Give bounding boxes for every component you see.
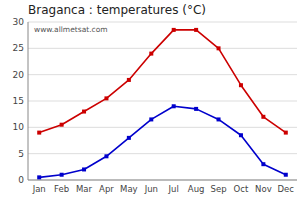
- point-marker: [261, 162, 265, 166]
- point-marker: [217, 46, 221, 50]
- y-tick-label: 20: [13, 70, 25, 80]
- x-tick-label: Mar: [76, 184, 93, 194]
- grid-line: [28, 127, 297, 128]
- point-marker: [149, 117, 153, 121]
- x-tick-label: Apr: [99, 184, 114, 194]
- point-marker: [37, 175, 41, 179]
- y-tick-label: 5: [18, 149, 24, 159]
- y-tick-label: 15: [13, 96, 24, 106]
- point-marker: [172, 104, 176, 108]
- point-marker: [104, 96, 108, 100]
- point-marker: [82, 167, 86, 171]
- y-axis: [28, 22, 29, 180]
- grid-line: [28, 180, 297, 181]
- point-marker: [172, 28, 176, 32]
- point-marker: [239, 133, 243, 137]
- point-marker: [284, 131, 288, 135]
- x-tick-label: Jun: [144, 184, 158, 194]
- x-tick-label: May: [120, 184, 138, 194]
- x-tick-label: Aug: [188, 184, 205, 194]
- y-tick-label: 25: [13, 43, 24, 53]
- x-tick-label: Oct: [234, 184, 249, 194]
- y-tick-label: 30: [13, 17, 25, 27]
- x-axis: [28, 180, 297, 181]
- grid-line: [28, 22, 297, 23]
- grid-line: [28, 153, 297, 154]
- grid-line: [28, 101, 297, 102]
- point-marker: [82, 110, 86, 114]
- x-tick-label: Nov: [255, 184, 272, 194]
- y-tick-label: 10: [13, 122, 25, 132]
- point-marker: [261, 115, 265, 119]
- plot-area: [37, 28, 288, 179]
- x-tick-label: Sep: [211, 184, 227, 194]
- watermark: www.allmetsat.com: [34, 25, 108, 34]
- x-tick-label: Jul: [168, 184, 179, 194]
- point-marker: [194, 28, 198, 32]
- point-marker: [127, 78, 131, 82]
- chart: 0 5 10 15 20 25 30 Jan Feb Mar Apr May Jun Jul Aug Sep O…: [0, 0, 305, 200]
- point-marker: [284, 173, 288, 177]
- title: Braganca : temperatures (°C): [28, 3, 206, 17]
- point-marker: [239, 83, 243, 87]
- grid-line: [28, 74, 297, 75]
- y-tick-label: 0: [18, 175, 24, 185]
- point-marker: [149, 52, 153, 56]
- point-marker: [60, 123, 64, 127]
- grid-line: [28, 48, 297, 49]
- x-tick-label: Dec: [278, 184, 295, 194]
- series-line: [39, 106, 286, 177]
- series-line: [39, 30, 286, 133]
- point-marker: [60, 173, 64, 177]
- point-marker: [194, 107, 198, 111]
- point-marker: [217, 117, 221, 121]
- point-marker: [37, 131, 41, 135]
- point-marker: [104, 154, 108, 158]
- point-marker: [127, 136, 131, 140]
- x-tick-label: Feb: [54, 184, 69, 194]
- x-tick-label: Jan: [32, 184, 46, 194]
